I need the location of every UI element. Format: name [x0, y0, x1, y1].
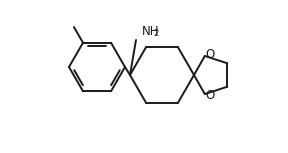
Text: NH: NH — [142, 24, 160, 37]
Text: O: O — [205, 49, 215, 62]
Text: O: O — [205, 89, 215, 102]
Text: 2: 2 — [153, 28, 158, 37]
